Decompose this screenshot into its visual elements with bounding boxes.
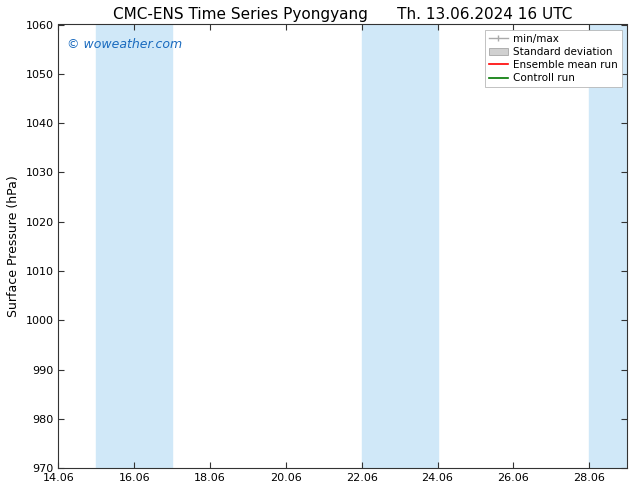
Bar <box>362 24 437 468</box>
Text: © woweather.com: © woweather.com <box>67 38 182 51</box>
Bar <box>96 24 172 468</box>
Title: CMC-ENS Time Series Pyongyang      Th. 13.06.2024 16 UTC: CMC-ENS Time Series Pyongyang Th. 13.06.… <box>113 7 573 22</box>
Legend: min/max, Standard deviation, Ensemble mean run, Controll run: min/max, Standard deviation, Ensemble me… <box>485 30 622 87</box>
Bar <box>589 24 627 468</box>
Y-axis label: Surface Pressure (hPa): Surface Pressure (hPa) <box>7 175 20 317</box>
